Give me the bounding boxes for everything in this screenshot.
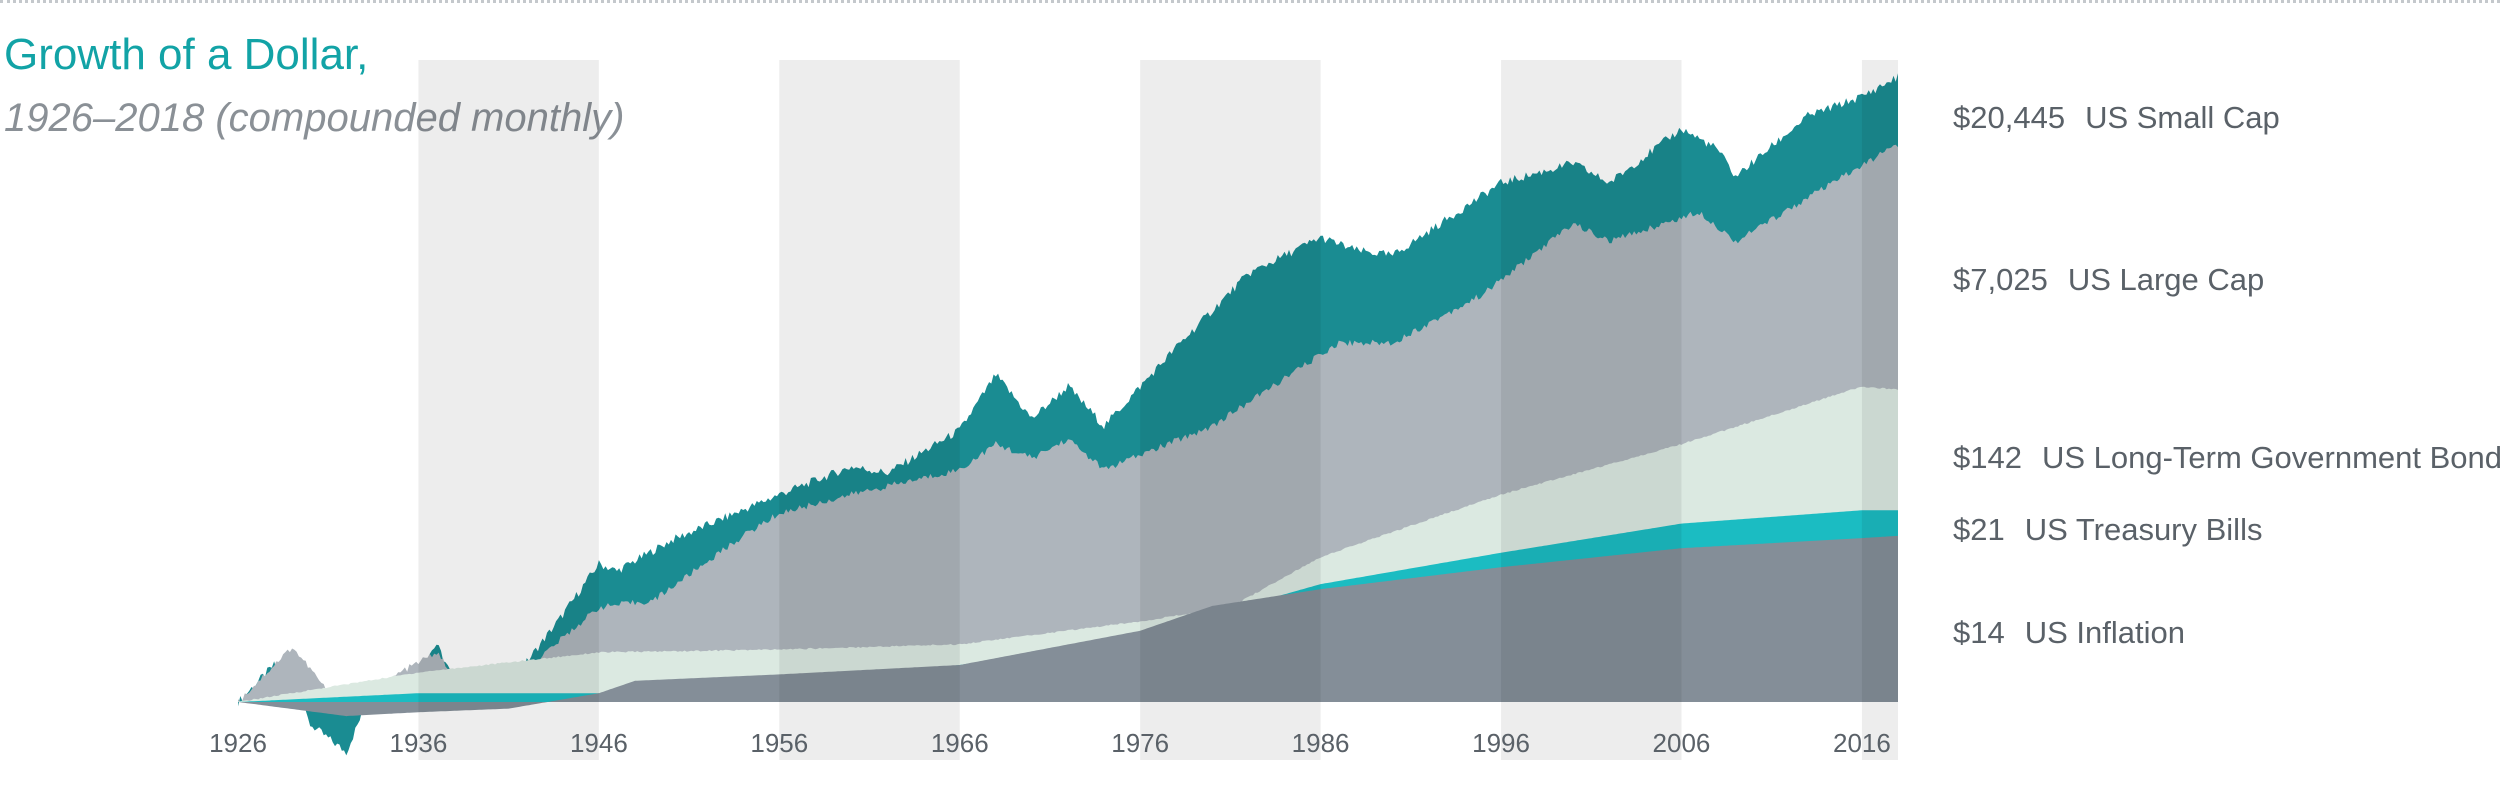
x-tick-label: 1946 <box>570 728 628 758</box>
series-area-inflation <box>238 535 1898 717</box>
decade-shades <box>418 60 1898 760</box>
series-name: US Treasury Bills <box>2024 512 2263 547</box>
series-label-inflation: $14 US Inflation <box>1953 615 2185 651</box>
series-ending-value: $21 <box>1953 512 2005 547</box>
x-tick-label: 1996 <box>1472 728 1530 758</box>
decade-shade-band <box>418 60 599 760</box>
series-ending-value: $20,445 <box>1953 100 2066 135</box>
x-tick-label: 1926 <box>209 728 267 758</box>
decade-shade-band <box>1501 60 1682 760</box>
series-label-large-cap: $7,025 US Large Cap <box>1953 262 2264 298</box>
x-tick-label: 2006 <box>1653 728 1711 758</box>
series-name: US Inflation <box>2024 615 2185 650</box>
series-ending-value: $7,025 <box>1953 262 2048 297</box>
decade-shade-band <box>1140 60 1321 760</box>
x-tick-label: 1966 <box>931 728 989 758</box>
series-ending-value: $142 <box>1953 440 2022 475</box>
x-tick-label: 1976 <box>1111 728 1169 758</box>
series-name: US Long-Term Government Bonds <box>2041 440 2500 475</box>
series-label-tbills: $21 US Treasury Bills <box>1953 512 2262 548</box>
x-axis-ticks: 1926 1936 1946 1956 1966 1976 1986 1996 2006 2016 <box>209 728 1891 758</box>
series-name: US Large Cap <box>2067 262 2265 297</box>
x-tick-label: 1956 <box>750 728 808 758</box>
top-dotted-divider <box>0 0 2500 5</box>
series-label-lt-bonds: $142 US Long-Term Government Bonds <box>1953 440 2500 476</box>
series-areas <box>238 73 1898 756</box>
series-name: US Small Cap <box>2085 100 2280 135</box>
decade-shade-band <box>1861 60 1898 760</box>
x-tick-label: 1936 <box>390 728 448 758</box>
chart-title: Growth of a Dollar, <box>4 30 369 79</box>
x-tick-label: 2016 <box>1833 728 1891 758</box>
series-label-small-cap: $20,445 US Small Cap <box>1953 100 2280 136</box>
decade-shade-band <box>779 60 960 760</box>
series-ending-value: $14 <box>1953 615 2005 650</box>
chart-subtitle: 1926–2018 (compounded monthly) <box>4 96 625 140</box>
x-tick-label: 1986 <box>1292 728 1350 758</box>
